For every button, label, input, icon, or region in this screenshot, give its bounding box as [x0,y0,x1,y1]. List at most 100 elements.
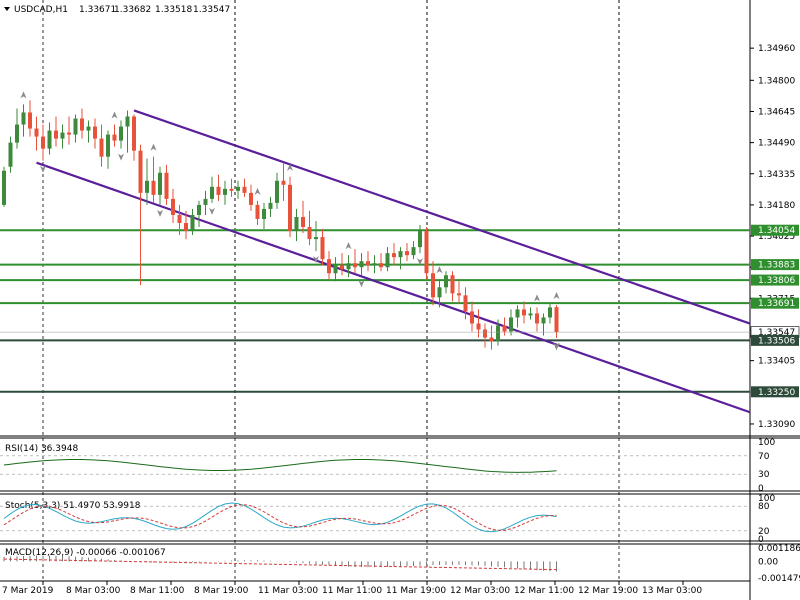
channel-lower-line[interactable] [36,161,751,414]
candle-body [392,253,396,258]
candle-body [190,214,195,232]
fractal-up-arrow [345,242,352,250]
horizontal-levels[interactable] [0,229,750,393]
candle-body [177,214,182,223]
level-price-label: 1.33691 [758,299,795,309]
level-price-label: 1.33250 [758,388,795,398]
fractal-up-arrow [436,266,443,274]
chart-header[interactable]: USDCAD,H1 1.33671 1.33682 1.33518 1.3354… [4,5,230,15]
fractal-up-arrow [150,143,157,151]
candle-body [99,138,104,157]
candle-body [535,313,539,324]
price-tick-label: 1.34335 [758,170,795,180]
candle-body [47,130,52,149]
fractal-arrows [20,91,560,350]
candle-body [229,188,234,191]
candle-body [158,172,162,195]
candle-body [54,130,58,139]
chevron-down-icon[interactable] [4,7,10,11]
rsi-scale-label: 30 [758,470,770,480]
candle-body [379,263,383,268]
candle-body [262,208,266,219]
candle-body [145,180,149,193]
candle-body [444,275,448,288]
time-label: 12 Mar 19:00 [578,586,638,596]
stoch-signal-line [3,504,557,531]
candle-body [281,180,286,185]
time-label: 7 Mar 2019 [2,586,54,596]
candle-body [431,273,435,298]
stoch-scale-label: 80 [758,502,770,512]
candle-body [437,287,442,298]
candle-body [502,325,507,332]
candle-body [184,222,188,232]
high-value: 1.33682 [114,5,151,15]
time-label: 8 Mar 11:00 [130,586,185,596]
fractal-up-arrow [111,111,118,119]
candle-body [496,325,500,342]
fractal-down-arrow [358,280,365,288]
candle-body [112,134,117,141]
candle-body [197,204,201,215]
time-separators [42,0,620,581]
candle-body [457,293,461,296]
candle-body [476,323,481,330]
candle-body [353,263,357,268]
time-axis: 7 Mar 2019 8 Mar 03:00 8 Mar 11:00 8 Mar 19… [2,581,702,596]
candle-body [528,313,533,316]
level-price-tag [751,334,799,346]
price-tick-label: 1.33405 [758,357,795,367]
candle-body [483,329,487,338]
macd-signal-line [3,558,557,571]
candle-body [28,112,32,129]
candle-body [314,237,318,240]
rsi-scale-label: 70 [758,452,770,462]
fractal-up-arrow [553,291,560,299]
candle-body [307,227,312,240]
candle-body [405,251,409,256]
price-tick-label: 1.34645 [758,107,795,117]
candle-body [2,170,6,205]
close-value: 1.33547 [193,5,230,15]
macd-scale-label: 0.001186 [758,544,800,554]
candle-body [249,192,253,205]
low-value: 1.33518 [155,5,192,15]
fractal-down-arrow [40,165,46,173]
channel-upper-line[interactable] [133,109,751,325]
time-label: 11 Mar 19:00 [386,586,446,596]
candle-body [242,186,247,193]
candle-body [548,307,552,318]
candle-body [255,204,260,219]
candle-body [366,261,370,266]
rsi-line [3,459,557,473]
level-price-tag [751,297,799,309]
candle-body [216,186,221,195]
price-tick-label: 1.34180 [758,201,795,211]
price-axis: 1.34960 1.34800 1.34645 1.34490 1.34335 1.341… [0,44,800,430]
candle-body [359,261,364,268]
candle-body [463,295,468,312]
fractal-down-arrow [553,342,560,350]
price-tick-label: 1.34490 [758,139,795,149]
price-channel[interactable] [36,109,751,414]
candle-body [398,251,403,258]
candle-body [450,275,455,294]
candle-body [541,317,546,324]
candle-body [327,259,331,274]
candle-body [80,118,84,131]
candle-body [151,180,156,195]
candle-body [268,202,273,209]
time-label: 8 Mar 03:00 [66,586,121,596]
candle-body [164,172,169,199]
candle-body [132,116,136,151]
candle-body [418,231,422,248]
open-value: 1.33671 [79,5,116,15]
candle-body [489,337,494,342]
rsi-pane: RSI(14) 36.3948 100 70 30 0 [0,438,775,494]
candle-body [554,307,559,333]
candle-body [8,142,13,167]
time-label: 12 Mar 03:00 [450,586,510,596]
candle-body [294,216,299,232]
